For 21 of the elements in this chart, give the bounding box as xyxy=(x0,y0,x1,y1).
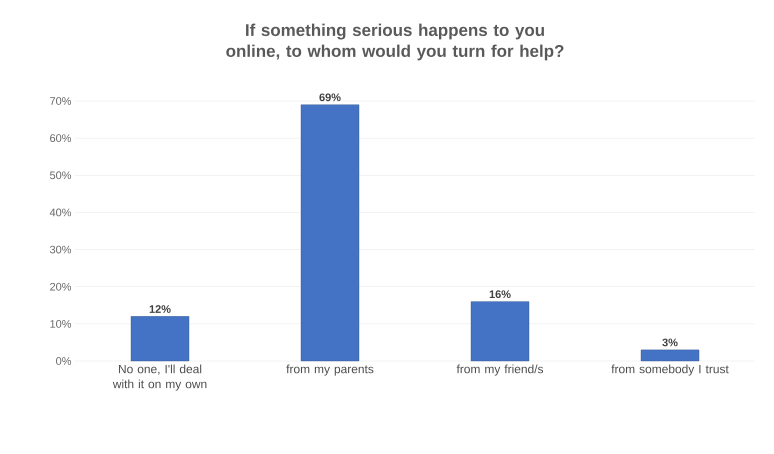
y-tick-label: 50% xyxy=(50,171,72,180)
data-label: 16% xyxy=(490,290,511,298)
bar xyxy=(640,350,700,362)
data-label: 12% xyxy=(150,305,171,313)
y-tick-label: 40% xyxy=(50,208,72,216)
y-tick-label: 10% xyxy=(50,320,72,328)
y-tick-label: 20% xyxy=(50,282,72,291)
x-tick-label: from my friend/s xyxy=(456,364,544,376)
bar xyxy=(470,301,530,362)
x-tick-label: No one, I'll deal with it on my own xyxy=(112,364,206,391)
x-tick-label: from somebody I trust xyxy=(611,364,729,376)
chart-title: If something serious happens to you online, to whom would you turn for help? xyxy=(226,24,564,60)
y-tick-label: 0% xyxy=(56,357,72,365)
bar xyxy=(300,104,360,362)
data-label: 69% xyxy=(319,93,341,102)
bar xyxy=(130,316,190,362)
x-tick-label: from my parents xyxy=(286,364,374,376)
y-tick-label: 30% xyxy=(50,246,72,254)
y-tick-label: 60% xyxy=(50,134,72,142)
data-label: 3% xyxy=(662,338,678,346)
y-tick-label: 70% xyxy=(50,97,72,105)
